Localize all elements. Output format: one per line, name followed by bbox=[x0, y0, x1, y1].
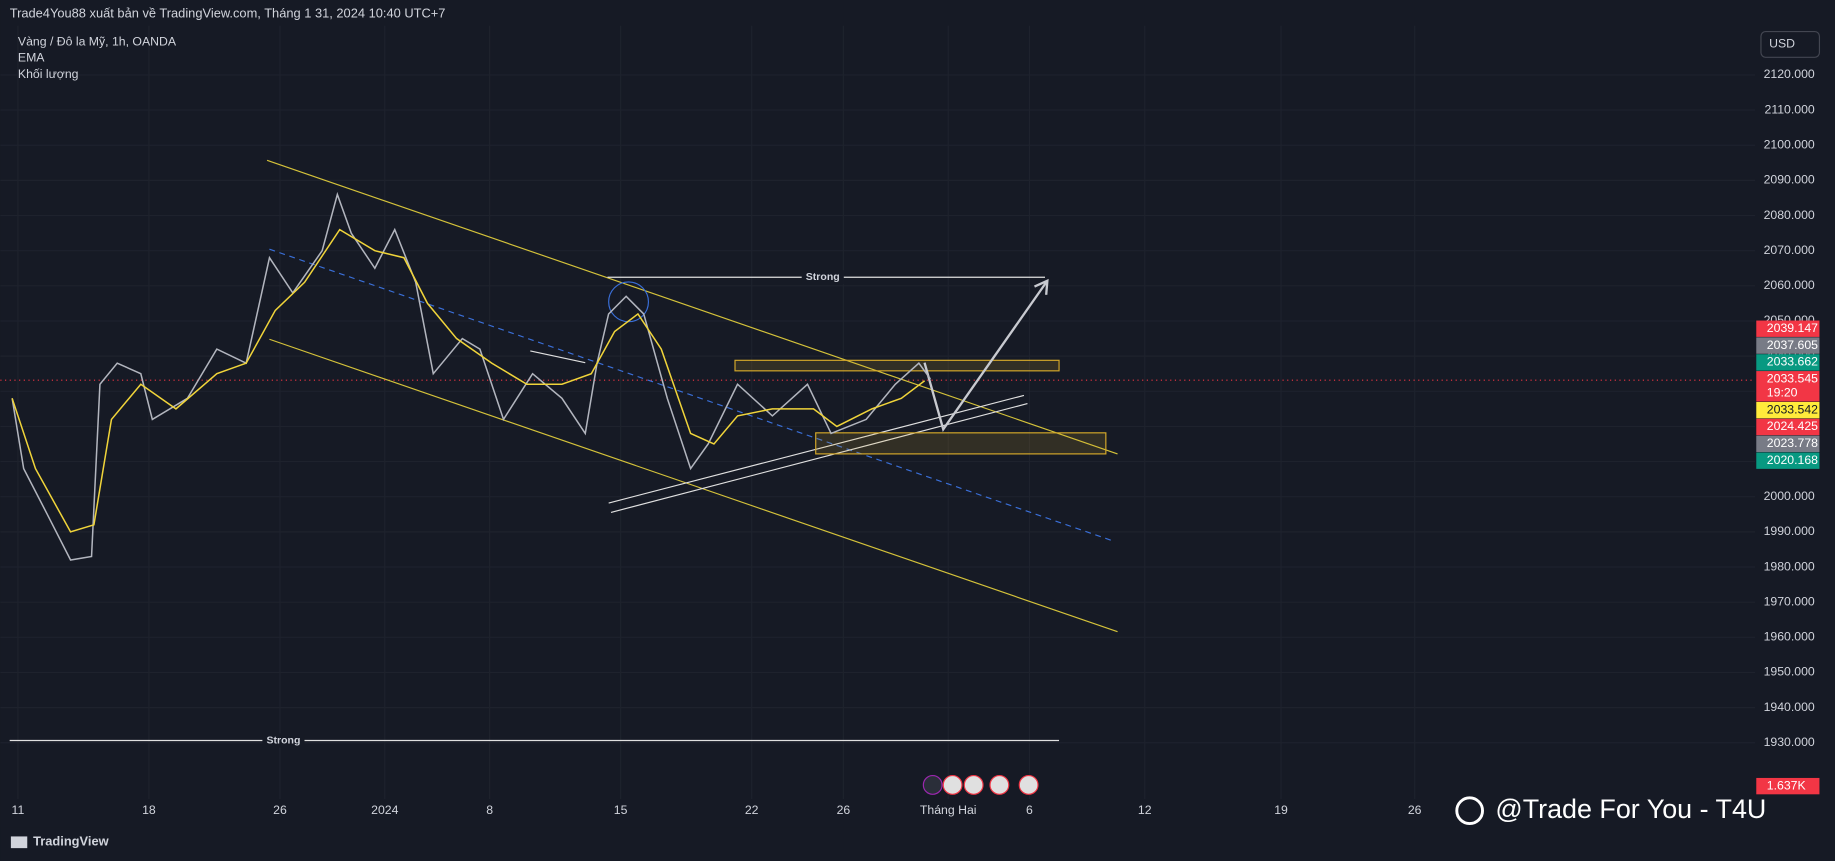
y-tick-label: 1980.000 bbox=[1764, 559, 1815, 573]
drawings bbox=[0, 159, 1756, 742]
y-tick-label: 2080.000 bbox=[1764, 208, 1815, 222]
countdown: 19:20 bbox=[1767, 386, 1798, 400]
event-icon bbox=[989, 775, 1010, 795]
price-label: 2020.168 bbox=[1767, 453, 1818, 467]
price-label: 2033.662 bbox=[1767, 355, 1818, 369]
y-tick-label: 1990.000 bbox=[1764, 524, 1815, 538]
y-tick-label: 2090.000 bbox=[1764, 173, 1815, 187]
y-tick-label: 1970.000 bbox=[1764, 594, 1815, 608]
price-label-bg bbox=[1756, 418, 1820, 436]
legend-item: Vàng / Đô la Mỹ, 1h, OANDA bbox=[18, 34, 177, 48]
currency[interactable]: USD bbox=[1769, 37, 1795, 51]
channel-lower bbox=[269, 338, 1118, 633]
series-layer bbox=[11, 191, 932, 561]
y-tick-label: 1950.000 bbox=[1764, 665, 1815, 679]
x-tick-label: 12 bbox=[1138, 803, 1152, 817]
event-icons bbox=[922, 775, 1039, 795]
series-line bbox=[11, 191, 932, 561]
drawing-label: Strong bbox=[267, 734, 301, 746]
x-tick-label: 11 bbox=[12, 803, 25, 817]
grid bbox=[0, 25, 1756, 799]
legend-item: EMA bbox=[18, 51, 45, 65]
event-icon bbox=[922, 775, 943, 795]
price-label: 2039.147 bbox=[1767, 321, 1818, 335]
x-tick-label: 26 bbox=[273, 803, 287, 817]
price-label: 2024.425 bbox=[1767, 419, 1818, 433]
x-tick-label: 22 bbox=[745, 803, 759, 817]
x-tick-label: 6 bbox=[1026, 803, 1033, 817]
price-label-bg bbox=[1756, 371, 1820, 402]
x-tick-label: 26 bbox=[837, 803, 851, 817]
y-tick-label: 2110.000 bbox=[1765, 102, 1815, 116]
y-tick-label: 2060.000 bbox=[1764, 278, 1815, 292]
zone bbox=[734, 359, 1060, 372]
trend-line bbox=[610, 403, 1028, 513]
x-tick-label: 19 bbox=[1274, 803, 1288, 817]
x-tick-label: Tháng Hai bbox=[920, 803, 977, 817]
price-label-bg bbox=[1756, 452, 1820, 469]
channel-mid bbox=[269, 248, 1112, 542]
price-label: 2033.545 bbox=[1767, 372, 1818, 386]
legend-item: Khối lượng bbox=[18, 67, 79, 81]
y-tick-label: 1940.000 bbox=[1764, 700, 1815, 714]
y-tick-label: 1930.000 bbox=[1764, 735, 1815, 749]
channel-upper bbox=[266, 159, 1118, 455]
zone bbox=[815, 432, 1107, 455]
watermark: @Trade For You - T4U bbox=[1495, 794, 1766, 824]
x-tick-label: 2024 bbox=[371, 803, 398, 817]
logo bbox=[10, 836, 28, 849]
x-tick-label: 15 bbox=[614, 803, 628, 817]
header: Trade4You88 xuất bản về TradingView.com,… bbox=[10, 5, 446, 20]
footer-bar bbox=[0, 827, 1835, 861]
x-tick-label: 26 bbox=[1408, 803, 1422, 817]
facebook-icon bbox=[1455, 796, 1484, 826]
drawing-label: Strong bbox=[806, 271, 840, 283]
currency-button[interactable] bbox=[1760, 31, 1821, 58]
price-label-bg bbox=[1756, 435, 1820, 453]
trend-line bbox=[530, 350, 586, 364]
price-label-bg bbox=[1756, 354, 1820, 371]
volume-label: 1.637K bbox=[1767, 778, 1807, 792]
y-tick-label: 1960.000 bbox=[1764, 630, 1815, 644]
x-tick-label: 8 bbox=[486, 803, 493, 817]
footer-brand: TradingView bbox=[33, 834, 110, 849]
price-label-bg bbox=[1756, 337, 1820, 354]
price-label: 2033.542 bbox=[1767, 402, 1818, 416]
event-icon bbox=[1018, 775, 1039, 795]
series-line bbox=[11, 228, 926, 533]
arrow-head bbox=[1033, 278, 1049, 295]
x-tick-label: 18 bbox=[142, 803, 156, 817]
price-label: 2023.778 bbox=[1767, 436, 1818, 450]
y-tick-label: 2120.000 bbox=[1764, 67, 1815, 81]
price-label: 2037.605 bbox=[1767, 338, 1818, 352]
price-label-bg bbox=[1756, 401, 1820, 419]
y-tick-label: 2070.000 bbox=[1764, 243, 1815, 257]
volume-label-bg bbox=[1756, 777, 1820, 795]
y-tick-label: 2100.000 bbox=[1764, 137, 1815, 151]
label-bg bbox=[801, 270, 844, 285]
y-tick-label: 2000.000 bbox=[1764, 489, 1815, 503]
price-label-bg bbox=[1756, 320, 1820, 337]
event-icon bbox=[963, 775, 984, 795]
projection-arrow bbox=[923, 280, 1049, 433]
label-bg bbox=[262, 733, 305, 748]
event-icon bbox=[942, 775, 963, 795]
